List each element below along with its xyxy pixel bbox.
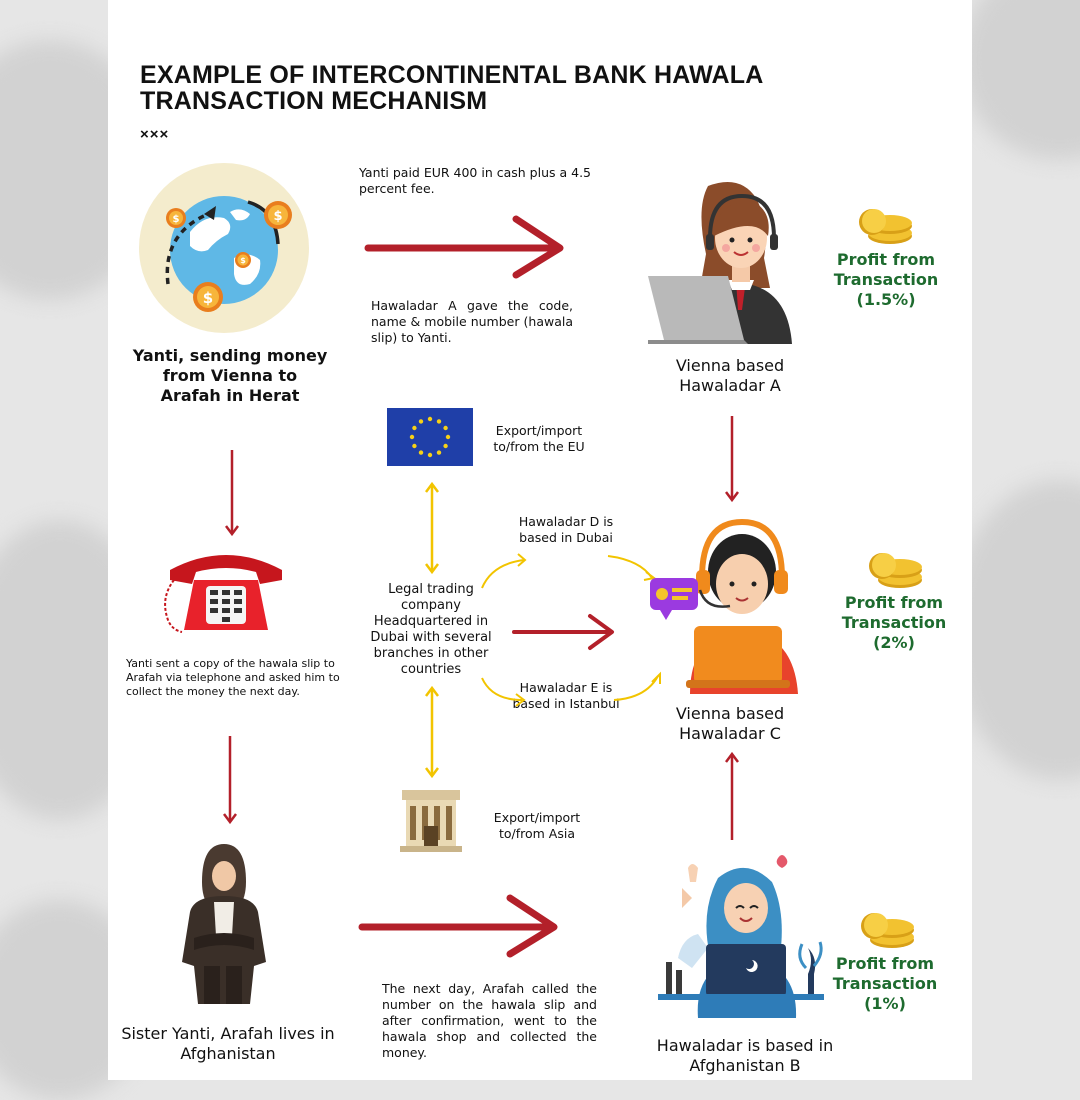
coins-icon	[861, 913, 914, 948]
yellow-arrow-company-asia	[425, 685, 439, 779]
infographic-card: EXAMPLE OF INTERCONTINENTAL BANK HAWALA …	[108, 0, 972, 1080]
coins-icon	[859, 209, 912, 244]
hawaladar-b-avatar-icon	[658, 855, 824, 1018]
telephone-text: Yanti sent a copy of the hawala slip to …	[126, 657, 340, 698]
eu-star	[409, 434, 415, 440]
hawaladar-a-avatar-icon	[648, 182, 792, 344]
title-decoration: ×××	[140, 126, 170, 143]
yellow-arrow-eu-company	[425, 481, 439, 575]
yellow-curves-dubai-istanbul	[481, 553, 661, 707]
eu-star	[418, 419, 424, 424]
hawaladar-d-text: Hawaladar D is based in Dubai	[518, 514, 614, 545]
step-slip-text: Hawaladar A gave the code, name & mobile…	[371, 298, 573, 345]
profit-c-value: (2%)	[873, 633, 915, 652]
arrow-up-b-to-c	[725, 751, 739, 840]
profit-a-value: (1.5%)	[856, 290, 916, 309]
globe-money-icon: $ $ $ $	[139, 163, 309, 333]
woman-hijab-icon	[182, 844, 266, 1004]
eu-star	[412, 425, 417, 431]
step-collect-text: The next day, Arafah called the number o…	[382, 981, 597, 1060]
eu-star	[443, 443, 448, 449]
coins-icon	[869, 553, 922, 588]
arrow-down-sender-to-phone	[225, 450, 239, 537]
receiver-label: Sister Yanti, Arafah lives in Afghanista…	[121, 1024, 335, 1063]
page-title: EXAMPLE OF INTERCONTINENTAL BANK HAWALA …	[140, 61, 763, 115]
hawaladar-e-text: Hawaladar E is based in Istanbul	[512, 680, 620, 711]
eu-star	[445, 434, 451, 440]
eu-star	[427, 416, 433, 422]
eu-star	[443, 425, 448, 431]
eu-star	[436, 419, 442, 424]
hawaladar-a-label: Vienna based Hawaladar A	[675, 356, 785, 395]
profit-a-label: Profit from Transaction	[833, 250, 939, 289]
arrow-down-phone-to-receiver	[223, 736, 237, 825]
svg-text:$: $	[203, 289, 213, 307]
eu-star	[412, 443, 417, 449]
profit-c-label: Profit from Transaction	[841, 593, 947, 632]
sender-label: Yanti, sending money from Vienna to Araf…	[132, 346, 328, 405]
eu-flag-icon	[387, 408, 473, 466]
arrow-down-a-to-c	[725, 416, 739, 503]
telephone-icon	[164, 555, 282, 633]
hawaladar-b-label: Hawaladar is based in Afghanistan B	[656, 1036, 834, 1075]
eu-star	[427, 452, 433, 458]
eu-star	[418, 450, 424, 455]
hawaladar-c-label: Vienna based Hawaladar C	[675, 704, 785, 743]
svg-text:$: $	[273, 209, 282, 224]
arrow-right-sender-to-a	[364, 215, 564, 279]
asia-text: Export/import to/from Asia	[493, 810, 581, 841]
hawaladar-c-avatar-icon	[650, 518, 798, 694]
profit-b-value: (1%)	[864, 994, 906, 1013]
profit-b-label: Profit from Transaction	[832, 954, 938, 993]
eu-star	[436, 450, 442, 455]
svg-text:$: $	[240, 256, 246, 265]
step-pay-text: Yanti paid EUR 400 in cash plus a 4.5 pe…	[359, 165, 591, 196]
company-text: Legal trading company Headquartered in D…	[370, 582, 492, 677]
arrow-right-company-to-c	[512, 614, 614, 650]
arrow-right-receiver-to-b	[358, 894, 558, 958]
eu-text: Export/import to/from the EU	[493, 423, 585, 454]
svg-text:$: $	[173, 214, 180, 225]
bank-building-icon	[400, 790, 462, 852]
